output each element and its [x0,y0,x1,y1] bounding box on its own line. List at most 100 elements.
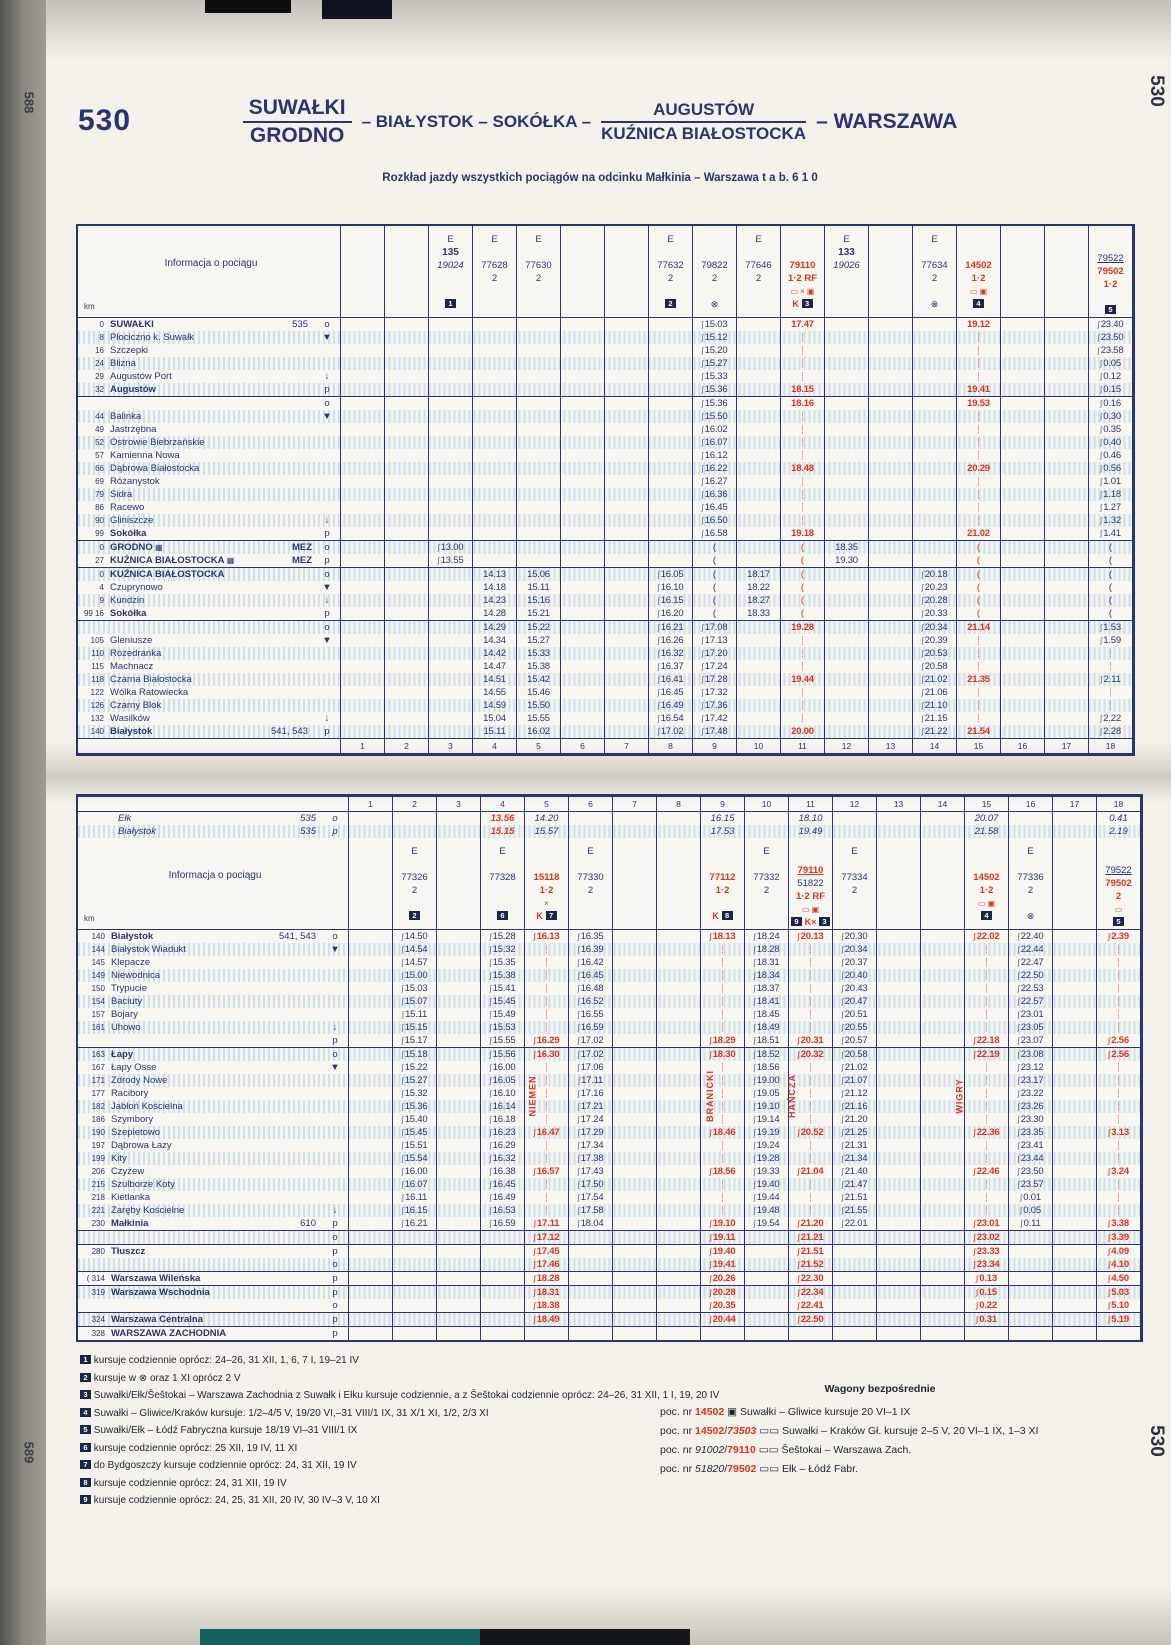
train-column-header: E 77634 2 ⊗ [912,226,957,318]
route-deviation-mark: ∫ [401,971,404,980]
time-cell: ┊ [1088,699,1133,712]
time-cell: ┊ [780,647,825,660]
time-cell: ∫17.32 [692,686,737,699]
departure-time: 22.02 [976,931,1000,942]
time-cell [516,488,561,501]
column-index: 8 [648,738,693,754]
time-cell [832,1326,877,1340]
departure-time: 23.17 [1020,1075,1044,1086]
time-cell [436,1047,481,1061]
time-cell [348,1126,393,1139]
departure-time: 20.39 [924,635,948,646]
arr-dep-mark [322,982,349,995]
departure-time: 21.14 [967,622,990,633]
departure-time: 16.29 [492,1140,516,1151]
route-deviation-mark: ∫ [1108,1233,1111,1242]
time-cell: ┊ [524,1152,569,1165]
time-cell [920,995,965,1008]
departure-time: 2.39 [1111,931,1129,942]
km-value: 110 [91,649,104,658]
time-cell [612,1230,657,1245]
departure-time: 20.28 [712,1287,736,1298]
km-value: 132 [90,714,104,723]
departure-time: 18.56 [756,1062,780,1073]
time-cell: ∫15.03 [392,982,437,995]
time-cell [1000,634,1045,647]
km-value: 324 [78,1312,107,1327]
departure-time: 16.10 [492,1088,516,1099]
route-deviation-mark: ∫ [401,1023,404,1032]
time-cell [656,1152,701,1165]
time-cell [340,357,385,370]
departure-time: 15.22 [527,622,550,633]
time-cell [472,331,517,344]
route-deviation-mark: ∫ [841,945,844,954]
route-deviation-mark: ∫ [841,984,844,993]
time-cell [560,527,605,541]
time-cell: ∫16.52 [568,995,613,1008]
route-deviation-mark: ∫ [401,958,404,967]
departure-time: 23.08 [1020,1049,1044,1060]
time-cell [876,1312,921,1327]
feeder-time-cell: 19.49 [788,825,833,838]
service-icons: × [543,898,550,909]
route-deviation-mark: ∫ [489,1128,492,1137]
departure-time: 0.46 [1103,450,1121,461]
departure-time: 15.16 [527,595,550,606]
route-origin-bottom: GRODNO [249,124,345,147]
train-name-vertical: HAŃCZA [787,1074,797,1118]
time-cell [604,527,649,541]
station-name: Rozedranka [110,648,162,659]
departure-time: 16.13 [536,931,560,942]
skip-dash: ┊ [800,714,805,723]
time-cell [648,423,693,436]
time-cell: 19.30 [824,554,869,568]
route-deviation-mark: ∫ [1017,1115,1020,1124]
departure-time: 4.09 [1111,1246,1129,1257]
time-cell [340,462,385,475]
time-cell [824,331,869,344]
time-cell [472,488,517,501]
time-cell: ( [956,581,1001,594]
train-number-text: 77634 [921,259,948,271]
station-row: 328 WARSZAWA ZACHODNIA p [78,1326,1141,1340]
time-cell [656,1139,701,1152]
train-number-text: 77332 [753,871,780,883]
skip-dash: ┊ [984,1010,989,1019]
time-cell [920,982,965,995]
time-cell [392,1230,437,1245]
time-cell: ∫16.10 [648,581,693,594]
route-ref: 541, 543 [271,726,308,737]
time-cell [736,514,781,527]
time-cell [656,982,701,995]
time-cell [876,995,921,1008]
station-row: 99 Sokółka p ∫16.58 19.18 21.02 ∫1.41 [78,527,1133,541]
station-name: Łapy [110,1049,134,1060]
time-cell: ∫16.07 [692,436,737,449]
time-cell [912,396,957,410]
time-cell [348,1230,393,1245]
train-number: 77332 [745,871,788,884]
route-deviation-mark: ∫ [533,1219,536,1228]
train-number: 79110 51822 [789,864,832,890]
station-name: GRODNO [110,542,153,553]
time-cell [340,699,385,712]
time-cell [824,673,869,686]
departure-time: 22.30 [800,1273,824,1284]
time-cell: ┊ [700,1152,745,1165]
time-cell: ┊ [780,699,825,712]
time-cell: 15.21 [516,607,561,621]
route-deviation-mark: ∫ [437,556,440,565]
time-cell [1044,660,1089,673]
time-cell: ┊ [700,995,745,1008]
station-cell: Zaręby Kościelne [107,1204,322,1217]
route-deviation-mark: ∫ [753,1128,756,1137]
departure-time: 0.11 [1023,1218,1041,1229]
time-cell: 15.11 [516,581,561,594]
route-deviation-mark: ∫ [709,932,712,941]
route-deviation-mark: ∫ [1017,1010,1020,1019]
departure-time: 16.21 [404,1218,428,1229]
route-deviation-mark: ∫ [657,688,660,697]
time-cell: ∫17.13 [692,634,737,647]
time-cell [1000,331,1045,344]
